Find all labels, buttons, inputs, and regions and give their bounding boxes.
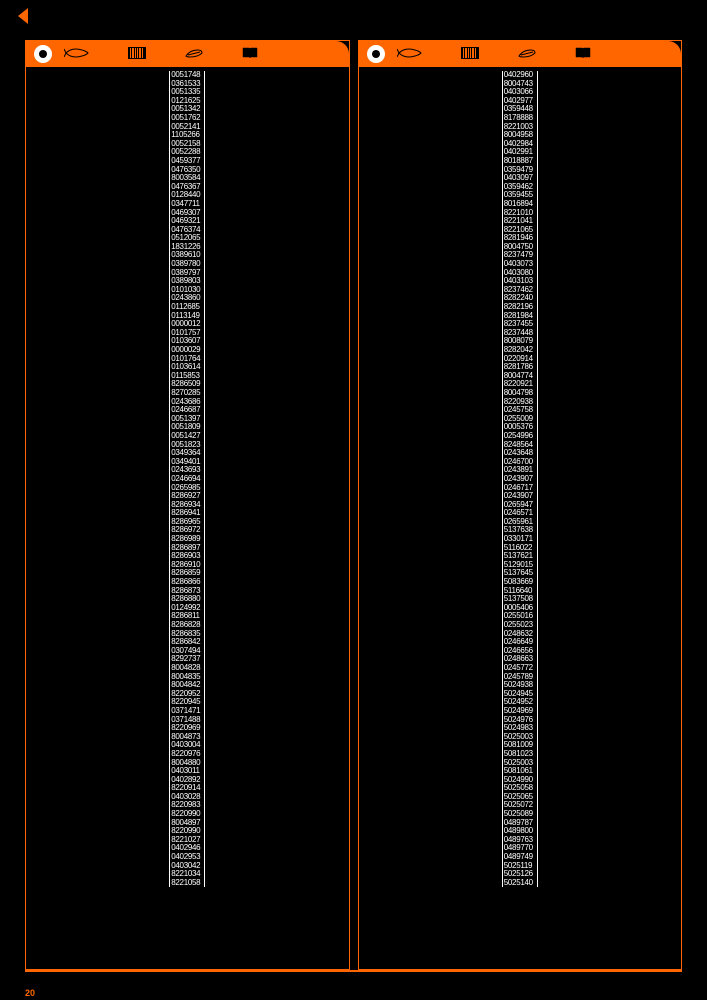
left-column-header — [26, 41, 349, 67]
barcode-icon — [128, 47, 146, 62]
code-entry: 5025140 — [502, 879, 538, 888]
book-icon — [242, 47, 258, 62]
header-icons — [397, 47, 603, 62]
right-code-list: 0402960800474304030660402977035944881788… — [502, 71, 663, 887]
bullet-icon — [367, 45, 385, 63]
two-column-layout: 0051748036153300513350121625005134200517… — [25, 40, 682, 970]
right-column-header — [359, 41, 682, 67]
left-code-list: 0051748036153300513350121625005134200517… — [169, 71, 330, 887]
code-entry: 8221058 — [169, 879, 205, 888]
fish-icon — [397, 47, 423, 62]
barcode-icon — [461, 47, 479, 62]
page-number: 20 — [25, 988, 35, 998]
left-column: 0051748036153300513350121625005134200517… — [25, 40, 350, 970]
book-icon — [575, 47, 591, 62]
bullet-icon — [34, 45, 52, 63]
corner-marker — [18, 8, 28, 24]
leaf-icon — [184, 48, 204, 61]
leaf-icon — [517, 48, 537, 61]
footer-divider — [25, 970, 682, 990]
header-icons — [64, 47, 270, 62]
fish-icon — [64, 47, 90, 62]
right-column: 0402960800474304030660402977035944881788… — [358, 40, 683, 970]
